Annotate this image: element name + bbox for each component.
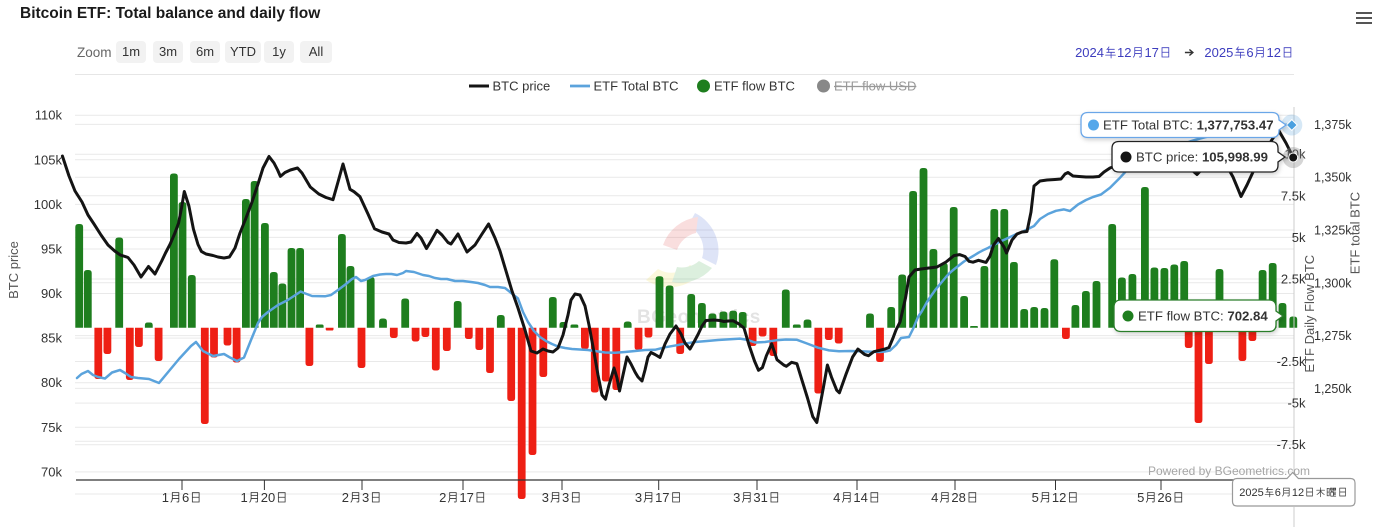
svg-text:ETF Total BTC: ETF Total BTC [594, 79, 679, 94]
svg-text:BTC price: BTC price [6, 241, 21, 299]
svg-text:14: 14 [853, 490, 867, 505]
svg-text:28: 28 [951, 490, 965, 505]
svg-text:ETF Daily Flow BTC: ETF Daily Flow BTC [1302, 255, 1317, 373]
svg-text:ETF total BTC: ETF total BTC [1348, 192, 1363, 274]
svg-text:1,250k: 1,250k [1314, 382, 1352, 396]
svg-text:2025: 2025 [1239, 487, 1263, 499]
svg-text:ETF flow BTC: 702.84: ETF flow BTC: 702.84 [1138, 309, 1268, 324]
svg-text:70k: 70k [41, 464, 62, 479]
svg-text:1,375k: 1,375k [1314, 118, 1352, 132]
svg-text:12: 12 [1292, 487, 1304, 499]
svg-text:5: 5 [1032, 490, 1039, 505]
svg-text:1: 1 [162, 490, 169, 505]
svg-text:2025: 2025 [1204, 45, 1233, 60]
svg-text:-2.5k: -2.5k [1277, 354, 1306, 369]
svg-text:BTC price: 105,998.99: BTC price: 105,998.99 [1136, 150, 1268, 165]
svg-text:31: 31 [753, 490, 767, 505]
svg-text:3: 3 [733, 490, 740, 505]
svg-text:90k: 90k [41, 286, 62, 301]
svg-text:100k: 100k [34, 197, 63, 212]
svg-text:1,325k: 1,325k [1314, 224, 1352, 238]
svg-text:6: 6 [182, 490, 189, 505]
svg-text:85k: 85k [41, 331, 62, 346]
svg-text:3: 3 [562, 490, 569, 505]
svg-text:110k: 110k [35, 108, 63, 123]
svg-text:4: 4 [931, 490, 938, 505]
svg-text:12: 12 [1052, 490, 1066, 505]
svg-text:3: 3 [362, 490, 369, 505]
svg-text:5k: 5k [1292, 230, 1306, 245]
svg-text:3: 3 [542, 490, 549, 505]
svg-text:6: 6 [1246, 45, 1253, 60]
svg-text:3: 3 [635, 490, 642, 505]
svg-text:ETF flow USD: ETF flow USD [834, 79, 916, 94]
svg-text:6: 6 [1275, 487, 1281, 499]
svg-text:2024: 2024 [1075, 45, 1104, 60]
svg-text:20: 20 [261, 490, 275, 505]
svg-text:105k: 105k [34, 152, 63, 167]
svg-text:12: 12 [1117, 45, 1131, 60]
svg-text:ETF Total BTC: 1,377,753.47: ETF Total BTC: 1,377,753.47 [1103, 118, 1274, 133]
svg-text:12: 12 [1267, 45, 1281, 60]
svg-text:95k: 95k [41, 242, 62, 257]
svg-text:17: 17 [459, 490, 473, 505]
svg-text:1,300k: 1,300k [1314, 276, 1352, 290]
svg-text:80k: 80k [41, 375, 62, 390]
svg-text:17: 17 [655, 490, 669, 505]
svg-text:4: 4 [833, 490, 840, 505]
svg-text:7.5k: 7.5k [1281, 188, 1306, 203]
svg-text:Powered by BGeometrics.com: Powered by BGeometrics.com [1148, 464, 1310, 478]
svg-text:26: 26 [1157, 490, 1171, 505]
svg-text:5: 5 [1137, 490, 1144, 505]
svg-text:17: 17 [1144, 45, 1158, 60]
svg-text:-5k: -5k [1287, 396, 1306, 411]
svg-text:1,275k: 1,275k [1314, 329, 1352, 343]
svg-text:1: 1 [241, 490, 248, 505]
svg-text:2: 2 [342, 490, 349, 505]
svg-text:BTC price: BTC price [493, 79, 551, 94]
svg-text:-7.5k: -7.5k [1277, 437, 1306, 452]
svg-text:2: 2 [439, 490, 446, 505]
svg-text:1,350k: 1,350k [1314, 171, 1352, 185]
svg-text:75k: 75k [41, 420, 62, 435]
svg-text:ETF flow BTC: ETF flow BTC [714, 79, 795, 94]
svg-text:2.5k: 2.5k [1281, 272, 1306, 287]
